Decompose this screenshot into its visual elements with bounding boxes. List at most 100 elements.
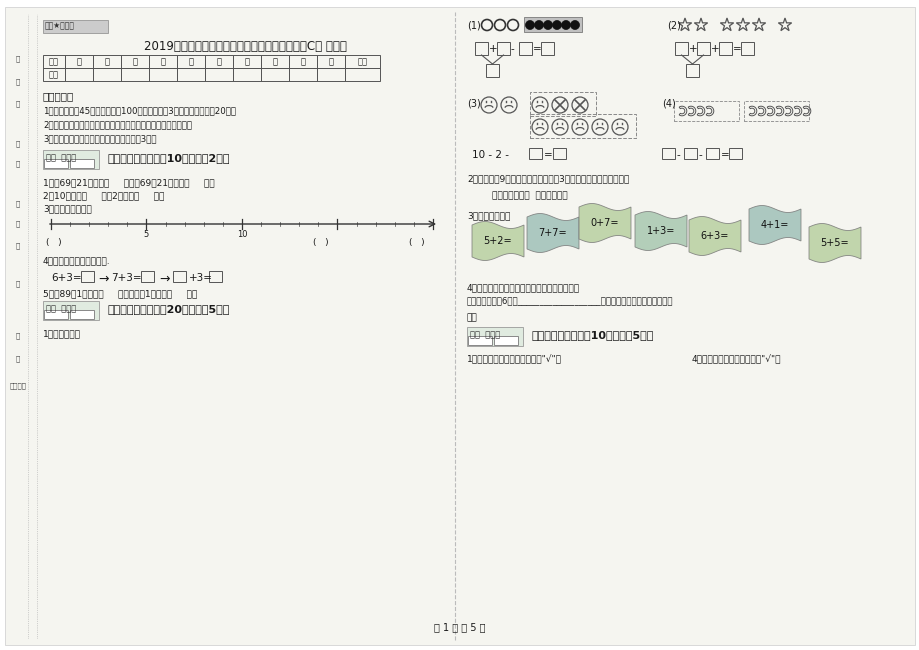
Text: (1): (1) bbox=[467, 20, 481, 30]
Text: →: → bbox=[98, 273, 108, 286]
Bar bbox=[93, 55, 121, 68]
Bar bbox=[44, 310, 68, 319]
Bar bbox=[529, 114, 635, 138]
Text: 5+2=: 5+2= bbox=[483, 236, 512, 246]
Text: 学: 学 bbox=[16, 242, 20, 248]
Bar bbox=[529, 92, 596, 116]
Bar bbox=[289, 68, 317, 81]
Bar bbox=[205, 68, 233, 81]
Text: 五: 五 bbox=[188, 57, 193, 66]
Text: 第 1 页 共 5 页: 第 1 页 共 5 页 bbox=[434, 622, 485, 632]
Bar bbox=[528, 148, 541, 159]
Text: 线: 线 bbox=[16, 100, 20, 107]
Text: 6+3=: 6+3= bbox=[51, 273, 82, 283]
Text: +: + bbox=[688, 44, 697, 54]
Bar bbox=[81, 271, 94, 282]
Bar bbox=[261, 68, 289, 81]
Bar bbox=[467, 327, 522, 346]
Text: 2、10个一是（     ），2个十是（     ）。: 2、10个一是（ ），2个十是（ ）。 bbox=[43, 191, 165, 200]
Text: (4): (4) bbox=[662, 98, 675, 108]
Text: （街道）: （街道） bbox=[9, 382, 27, 389]
Bar bbox=[141, 271, 153, 282]
Text: 镇: 镇 bbox=[16, 355, 20, 361]
Text: 二: 二 bbox=[105, 57, 109, 66]
Bar bbox=[65, 68, 93, 81]
Text: 3、不要在试卷上乱写乱画，卷面不整洁扠3分。: 3、不要在试卷上乱写乱画，卷面不整洁扠3分。 bbox=[43, 134, 156, 143]
Bar bbox=[518, 42, 531, 55]
Text: 6+3=: 6+3= bbox=[700, 231, 729, 241]
Bar bbox=[149, 55, 176, 68]
Text: -: - bbox=[698, 150, 702, 160]
Text: 5+5=: 5+5= bbox=[820, 238, 848, 248]
Text: 一: 一 bbox=[76, 57, 82, 66]
Text: 2、小明折了9只纸飞机，比小军多扙3只。小军折了几只纸飞机？: 2、小明折了9只纸飞机，比小军多扙3只。小军折了几只纸飞机？ bbox=[467, 174, 629, 183]
Bar bbox=[43, 20, 108, 33]
Text: 九: 九 bbox=[301, 57, 305, 66]
Bar bbox=[494, 336, 517, 345]
Bar bbox=[209, 271, 221, 282]
Circle shape bbox=[570, 21, 579, 29]
Text: (   ): ( ) bbox=[46, 238, 62, 247]
Text: 7+3=: 7+3= bbox=[111, 273, 142, 283]
Text: 答：: 答： bbox=[467, 313, 477, 322]
Text: 答：小军折了（  ）只纸飞机。: 答：小军折了（ ）只纸飞机。 bbox=[492, 191, 567, 200]
Bar bbox=[70, 310, 94, 319]
Text: 密: 密 bbox=[16, 55, 20, 62]
Text: 1、比69多21的数是（     ），比69少21的数是（     ）。: 1、比69多21的数是（ ），比69少21的数是（ ）。 bbox=[43, 178, 214, 187]
Text: 得分: 得分 bbox=[49, 70, 59, 79]
Polygon shape bbox=[634, 211, 686, 250]
Text: =: = bbox=[543, 150, 552, 160]
Bar bbox=[205, 55, 233, 68]
Text: 2、请首先按要求在试卷的指定位置填写您的姓名、班级、学号。: 2、请首先按要求在试卷的指定位置填写您的姓名、班级、学号。 bbox=[43, 120, 192, 129]
Polygon shape bbox=[748, 205, 800, 244]
Circle shape bbox=[543, 21, 552, 29]
Bar bbox=[121, 68, 149, 81]
Text: 姓: 姓 bbox=[16, 140, 20, 147]
Bar bbox=[176, 55, 205, 68]
Bar bbox=[496, 42, 509, 55]
Bar bbox=[740, 42, 754, 55]
Bar bbox=[468, 336, 492, 345]
Text: 封: 封 bbox=[16, 78, 20, 84]
Bar bbox=[697, 42, 709, 55]
Text: +: + bbox=[489, 44, 497, 54]
Text: 名: 名 bbox=[16, 160, 20, 166]
Text: (   ): ( ) bbox=[313, 238, 329, 247]
Text: -: - bbox=[676, 150, 680, 160]
Polygon shape bbox=[527, 213, 578, 252]
Text: =: = bbox=[532, 44, 541, 54]
Text: +: + bbox=[710, 44, 719, 54]
Bar bbox=[524, 17, 582, 32]
Polygon shape bbox=[471, 222, 524, 261]
Circle shape bbox=[552, 21, 561, 29]
Text: 得分  评卷人: 得分 评卷人 bbox=[46, 304, 76, 313]
Bar bbox=[93, 68, 121, 81]
Text: 4、先找出规律，再填一项.: 4、先找出规律，再填一项. bbox=[43, 256, 110, 265]
Text: 六: 六 bbox=[216, 57, 221, 66]
Text: 考试须知：: 考试须知： bbox=[43, 91, 74, 101]
Text: 乡: 乡 bbox=[16, 332, 20, 339]
Bar bbox=[485, 64, 498, 77]
Bar bbox=[743, 101, 808, 121]
Bar bbox=[705, 148, 719, 159]
Bar bbox=[43, 301, 99, 320]
Bar bbox=[233, 68, 261, 81]
Bar bbox=[289, 55, 317, 68]
Text: 校: 校 bbox=[16, 280, 20, 287]
Polygon shape bbox=[688, 216, 740, 255]
Bar bbox=[43, 55, 65, 68]
Bar bbox=[43, 150, 99, 169]
Text: 2019年实验小学一年级数学上学期自我检测试题C卷 江苏版: 2019年实验小学一年级数学上学期自我检测试题C卷 江苏版 bbox=[143, 40, 346, 53]
Text: 三: 三 bbox=[132, 57, 137, 66]
Bar bbox=[149, 68, 176, 81]
Bar bbox=[552, 148, 565, 159]
Bar bbox=[43, 68, 65, 81]
Text: (3): (3) bbox=[467, 98, 481, 108]
Bar bbox=[474, 42, 487, 55]
Bar bbox=[317, 68, 345, 81]
Bar bbox=[317, 55, 345, 68]
Bar bbox=[173, 271, 186, 282]
Bar bbox=[662, 148, 675, 159]
Polygon shape bbox=[808, 224, 860, 263]
Text: 10: 10 bbox=[236, 230, 247, 239]
